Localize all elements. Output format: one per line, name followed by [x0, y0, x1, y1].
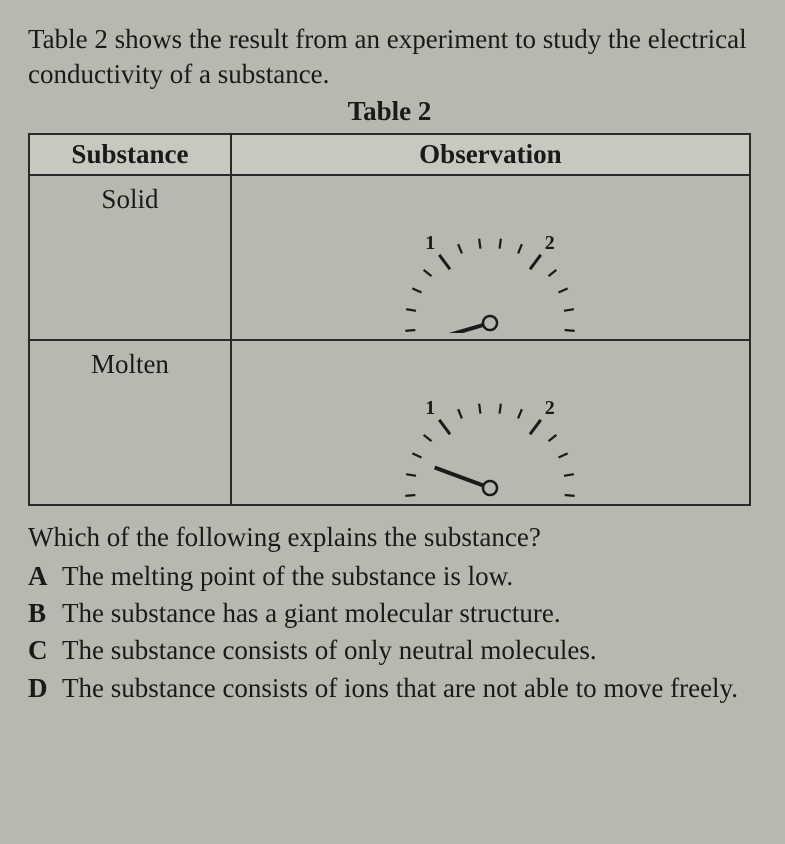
option-letter: C: [28, 633, 62, 668]
data-table: Substance Observation Solid 0123 Molten …: [28, 133, 751, 506]
table-caption: Table 2: [28, 96, 751, 127]
option-text: The substance consists of ions that are …: [62, 671, 751, 706]
gauge-molten: 0123: [242, 345, 739, 500]
col-header-observation: Observation: [231, 134, 750, 175]
option-a: A The melting point of the substance is …: [28, 559, 751, 594]
gauge-solid: 0123: [242, 180, 739, 335]
option-c: C The substance consists of only neutral…: [28, 633, 751, 668]
cell-observation-solid: 0123: [231, 175, 750, 340]
cell-substance-solid: Solid: [29, 175, 231, 340]
col-header-substance: Substance: [29, 134, 231, 175]
question-text: Which of the following explains the subs…: [28, 520, 751, 555]
cell-observation-molten: 0123: [231, 340, 750, 505]
cell-substance-molten: Molten: [29, 340, 231, 505]
option-letter: A: [28, 559, 62, 594]
exam-question-page: Table 2 shows the result from an experim…: [0, 0, 785, 728]
question-intro: Table 2 shows the result from an experim…: [28, 22, 751, 92]
svg-text:1: 1: [426, 231, 436, 253]
option-b: B The substance has a giant molecular st…: [28, 596, 751, 631]
svg-text:2: 2: [545, 231, 555, 253]
option-text: The melting point of the substance is lo…: [62, 559, 751, 594]
option-text: The substance has a giant molecular stru…: [62, 596, 751, 631]
option-d: D The substance consists of ions that ar…: [28, 671, 751, 706]
option-letter: D: [28, 671, 62, 706]
svg-text:2: 2: [545, 396, 555, 418]
option-letter: B: [28, 596, 62, 631]
table-row: Solid 0123: [29, 175, 750, 340]
svg-text:1: 1: [426, 396, 436, 418]
table-row: Molten 0123: [29, 340, 750, 505]
option-text: The substance consists of only neutral m…: [62, 633, 751, 668]
answer-options: A The melting point of the substance is …: [28, 559, 751, 705]
